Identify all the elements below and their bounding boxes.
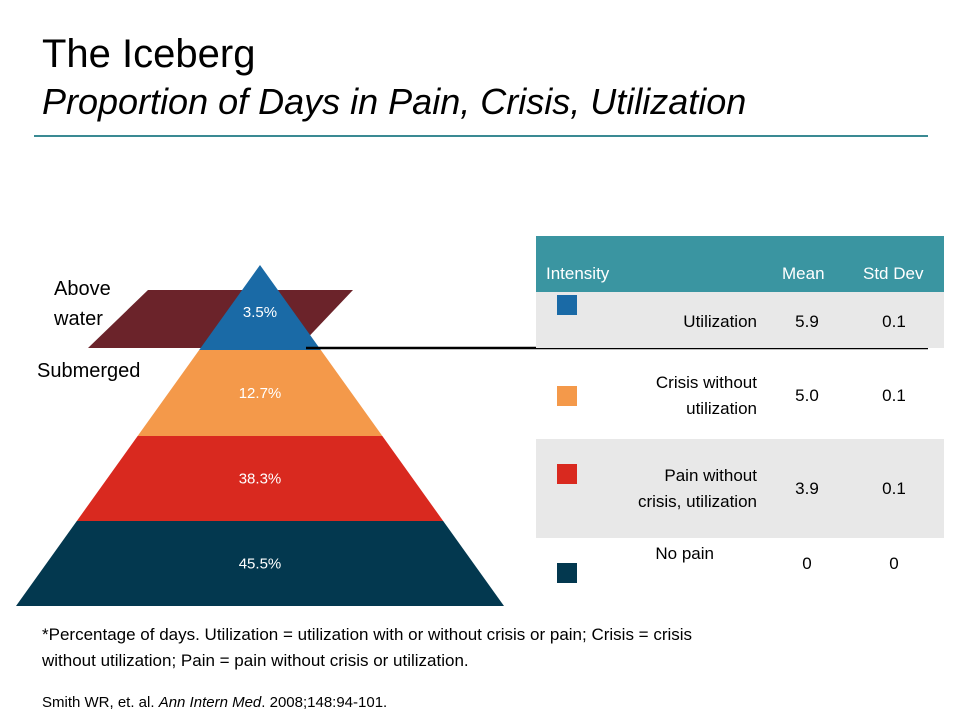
row-mean: 5.0 <box>795 386 819 405</box>
slide-subtitle: Proportion of Days in Pain, Crisis, Util… <box>42 81 747 122</box>
pyramid-label-no-pain: 45.5% <box>239 556 282 573</box>
pyramid-segment-utilization <box>199 265 321 350</box>
pyramid-segment-no-pain <box>16 521 504 606</box>
intensity-table: Intensity Mean Std Dev Utilization 5.9 0… <box>536 236 944 598</box>
header-mean: Mean <box>782 264 825 283</box>
citation: Smith WR, et. al. Ann Intern Med. 2008;1… <box>42 694 388 711</box>
title-divider <box>34 135 928 137</box>
table-row: Crisis without utilization 5.0 0.1 <box>536 348 944 439</box>
row-label: Crisis without utilization <box>655 373 757 418</box>
pyramid-segment-crisis <box>137 350 383 436</box>
pyramid-label-utilization: 3.5% <box>243 304 277 321</box>
legend-swatch-utilization <box>557 295 577 315</box>
footnote: *Percentage of days. Utilization = utili… <box>42 625 693 670</box>
row-std: 0.1 <box>882 386 906 405</box>
pyramid-segment-pain <box>76 436 444 521</box>
row-label: No pain <box>655 544 714 563</box>
table-header: Intensity Mean Std Dev <box>536 236 944 292</box>
row-std: 0.1 <box>882 479 906 498</box>
above-water-label: Above water <box>54 278 111 330</box>
row-mean: 5.9 <box>795 312 819 331</box>
header-intensity: Intensity <box>546 264 610 283</box>
slide-title: The Iceberg <box>42 32 256 76</box>
row-label: Utilization <box>683 312 757 331</box>
pyramid-label-pain: 38.3% <box>239 471 282 488</box>
table-row: Utilization 5.9 0.1 <box>536 292 944 348</box>
submerged-label: Submerged <box>37 360 141 382</box>
legend-swatch-pain <box>557 464 577 484</box>
citation-journal: Ann Intern Med <box>158 694 262 711</box>
table-row: Pain without crisis, utilization 3.9 0.1 <box>536 439 944 538</box>
table-row: No pain 0 0 <box>536 538 944 598</box>
row-std: 0.1 <box>882 312 906 331</box>
legend-swatch-crisis <box>557 386 577 406</box>
row-label: Pain without crisis, utilization <box>637 466 757 511</box>
header-std-dev: Std Dev <box>863 264 924 283</box>
row-mean: 3.9 <box>795 479 819 498</box>
legend-swatch-no-pain <box>557 563 577 583</box>
row-std: 0 <box>889 554 899 573</box>
row-mean: 0 <box>802 554 812 573</box>
pyramid-label-crisis: 12.7% <box>239 385 282 402</box>
